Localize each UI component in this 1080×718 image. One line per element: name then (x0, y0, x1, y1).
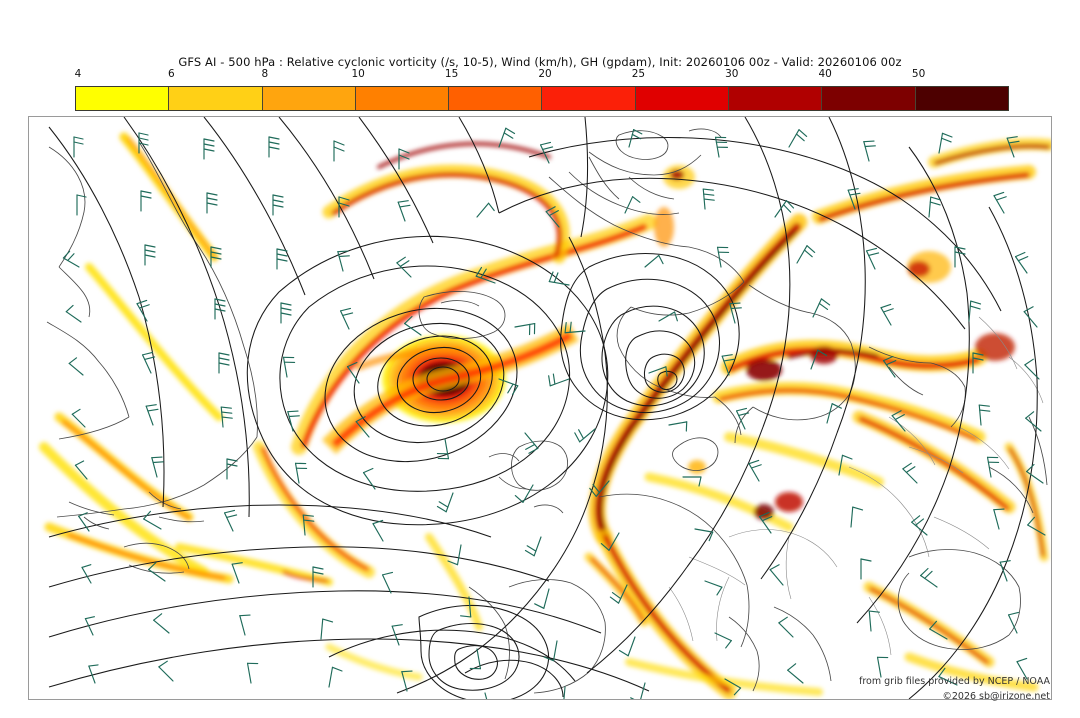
colorbar-band->50 (915, 87, 1008, 110)
colorbar-tick-8: 8 (261, 68, 269, 80)
colorbar-band-40-50 (822, 87, 916, 110)
wind-barbs-layer (62, 127, 1046, 699)
colorbar-tick-20: 20 (538, 68, 552, 80)
colorbar-tick-25: 25 (631, 68, 646, 80)
colorbar-tick-6: 6 (168, 68, 175, 80)
map-plot (29, 117, 1051, 699)
colorbar (75, 86, 1009, 111)
colorbar-band-25-30 (635, 87, 730, 110)
colorbar-band-15-20 (449, 87, 543, 110)
colorbar-tick-30: 30 (725, 68, 739, 80)
colorbar-band-30-40 (729, 87, 823, 110)
colorbar-tick-10: 10 (351, 68, 365, 80)
geopotential-height-contours (48, 117, 1038, 699)
colorbar-band-6-8 (169, 87, 263, 110)
colorbar-tick-15: 15 (444, 68, 459, 80)
credit-source: from grib files provided by NCEP / NOAA (859, 676, 1050, 687)
colorbar-band-4-6 (76, 87, 170, 110)
colorbar-tick-labels: 4 6 8 10 15 20 25 30 40 50 (75, 68, 1009, 82)
colorbar-band-8-10 (262, 87, 356, 110)
colorbar-tick-4: 4 (74, 68, 82, 80)
colorbar-tick-40: 40 (818, 68, 832, 80)
colorbar-band-10-15 (355, 87, 450, 110)
colorbar-bands (75, 86, 1009, 111)
map-canvas[interactable] (28, 116, 1052, 700)
credit-copyright: ©2026 sb@irizone.net (942, 691, 1050, 702)
colorbar-band-20-25 (542, 87, 636, 110)
page-title: GFS AI - 500 hPa : Relative cyclonic vor… (178, 55, 902, 69)
colorbar-tick-50: 50 (911, 68, 926, 80)
